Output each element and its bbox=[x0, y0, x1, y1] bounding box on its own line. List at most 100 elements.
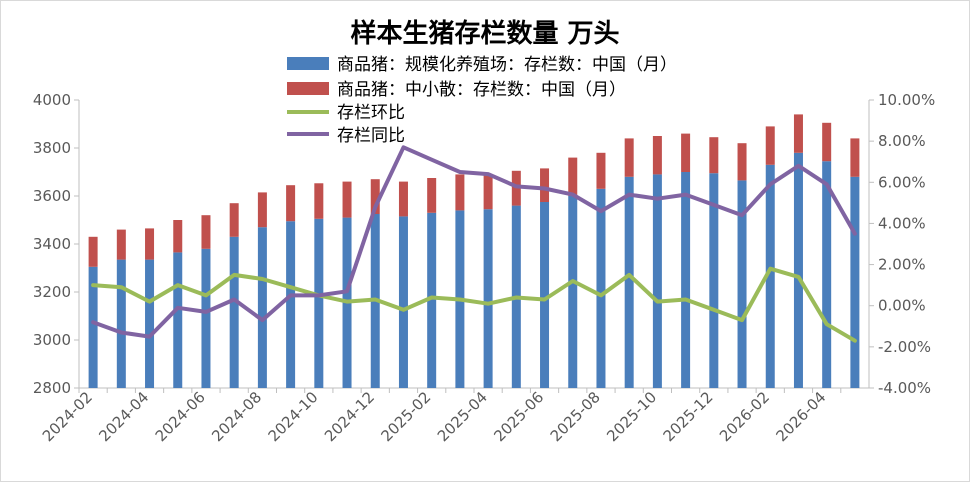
point-mom bbox=[740, 318, 744, 322]
bar-scale-farm bbox=[681, 172, 691, 388]
bar-small-scattered bbox=[540, 168, 550, 202]
point-yoy bbox=[430, 158, 434, 162]
point-yoy bbox=[684, 193, 688, 197]
bar-scale-farm bbox=[427, 212, 437, 388]
legend-item-yoy: 存栏同比 bbox=[287, 126, 405, 146]
point-mom bbox=[684, 298, 688, 302]
x-tick-label: 2025-08 bbox=[547, 388, 604, 445]
point-yoy bbox=[232, 298, 236, 302]
x-tick-label: 2024-06 bbox=[152, 388, 209, 445]
bar-small-scattered bbox=[596, 152, 606, 189]
x-tick-label: 2026-02 bbox=[716, 388, 773, 445]
bar-scale-farm bbox=[201, 248, 211, 388]
bar-small-scattered bbox=[314, 183, 324, 219]
y-left-tick-label: 3200 bbox=[33, 283, 71, 301]
legend-label-small-scattered: 商品猪：中小散：存栏数：中国（月） bbox=[337, 80, 626, 100]
bar-small-scattered bbox=[568, 157, 578, 196]
y-left-tick-label: 3600 bbox=[33, 187, 71, 205]
point-mom bbox=[796, 275, 800, 279]
y-right-tick-label: 2.00% bbox=[878, 256, 926, 274]
x-tick-label: 2025-06 bbox=[490, 388, 547, 445]
x-tick-label: 2025-12 bbox=[660, 388, 717, 445]
bar-small-scattered bbox=[483, 174, 493, 210]
point-yoy bbox=[712, 203, 716, 207]
y-left-tick-label: 3400 bbox=[33, 235, 71, 253]
y-right-tick-label: -4.00% bbox=[878, 379, 931, 397]
point-yoy bbox=[91, 320, 95, 324]
y-left-tick-label: 2800 bbox=[33, 379, 71, 397]
y-right-tick-label: 4.00% bbox=[878, 214, 926, 232]
bar-scale-farm bbox=[540, 202, 550, 388]
bar-small-scattered bbox=[88, 236, 98, 267]
bar-small-scattered bbox=[201, 215, 211, 249]
bar-small-scattered bbox=[257, 192, 267, 228]
x-tick-label: 2024-12 bbox=[321, 388, 378, 445]
bar-scale-farm bbox=[116, 259, 126, 388]
point-mom bbox=[289, 285, 293, 289]
bar-small-scattered bbox=[681, 133, 691, 172]
point-mom bbox=[401, 308, 405, 312]
x-tick-label: 2026-04 bbox=[772, 388, 829, 445]
point-yoy bbox=[458, 170, 462, 174]
y-right-tick-label: 10.00% bbox=[878, 91, 935, 109]
legend-label-mom: 存栏环比 bbox=[337, 103, 405, 123]
bar-scale-farm bbox=[765, 164, 775, 388]
point-yoy bbox=[825, 182, 829, 186]
point-mom bbox=[373, 298, 377, 302]
point-mom bbox=[712, 308, 716, 312]
bar-small-scattered bbox=[652, 136, 662, 175]
bar-small-scattered bbox=[455, 174, 465, 211]
point-mom bbox=[232, 273, 236, 277]
bar-small-scattered bbox=[342, 181, 352, 218]
bar-small-scattered bbox=[765, 126, 775, 165]
point-mom bbox=[345, 300, 349, 304]
bar-scale-farm bbox=[737, 180, 747, 388]
bar-scale-farm bbox=[822, 161, 832, 388]
y-right-tick-label: -2.00% bbox=[878, 338, 931, 356]
point-yoy bbox=[260, 318, 264, 322]
point-mom bbox=[825, 322, 829, 326]
point-mom bbox=[486, 302, 490, 306]
y-right-tick-label: 0.00% bbox=[878, 297, 926, 315]
line-yoy bbox=[91, 145, 857, 339]
point-mom bbox=[655, 300, 659, 304]
y-left-tick-label: 3000 bbox=[33, 331, 71, 349]
point-yoy bbox=[317, 293, 321, 297]
y-right-tick-label: 6.00% bbox=[878, 173, 926, 191]
point-mom bbox=[430, 295, 434, 299]
bar-scale-farm bbox=[624, 176, 634, 388]
point-mom bbox=[627, 273, 631, 277]
legend-swatch-scale-farm bbox=[287, 57, 329, 70]
bar-scale-farm bbox=[286, 221, 296, 388]
legend: 商品猪：规模化养殖场：存栏数：中国（月） 商品猪：中小散：存栏数：中国（月） 存… bbox=[287, 55, 677, 146]
point-mom bbox=[176, 283, 180, 287]
point-yoy bbox=[571, 193, 575, 197]
point-mom bbox=[204, 293, 208, 297]
bar-small-scattered bbox=[173, 220, 183, 253]
x-tick-label: 2024-10 bbox=[265, 388, 322, 445]
y-right-tick-label: 8.00% bbox=[878, 132, 926, 150]
legend-swatch-small-scattered bbox=[287, 82, 329, 95]
point-yoy bbox=[486, 172, 490, 176]
point-mom bbox=[119, 285, 123, 289]
point-yoy bbox=[345, 289, 349, 293]
point-mom bbox=[148, 300, 152, 304]
point-yoy bbox=[119, 330, 123, 334]
bar-small-scattered bbox=[145, 228, 155, 260]
bar-scale-farm bbox=[314, 218, 324, 388]
x-tick-label: 2025-02 bbox=[377, 388, 434, 445]
point-yoy bbox=[655, 197, 659, 201]
point-yoy bbox=[148, 335, 152, 339]
bar-scale-farm bbox=[793, 152, 803, 388]
bar-scale-farm bbox=[568, 196, 578, 388]
legend-item-scale-farm: 商品猪：规模化养殖场：存栏数：中国（月） bbox=[287, 55, 677, 75]
bar-scale-farm bbox=[145, 259, 155, 388]
legend-item-small-scattered: 商品猪：中小散：存栏数：中国（月） bbox=[287, 80, 626, 100]
bar-small-scattered bbox=[793, 114, 803, 153]
point-yoy bbox=[514, 184, 518, 188]
line-mom bbox=[91, 266, 857, 343]
bar-small-scattered bbox=[737, 143, 747, 181]
point-yoy bbox=[768, 182, 772, 186]
x-tick-label: 2024-08 bbox=[208, 388, 265, 445]
